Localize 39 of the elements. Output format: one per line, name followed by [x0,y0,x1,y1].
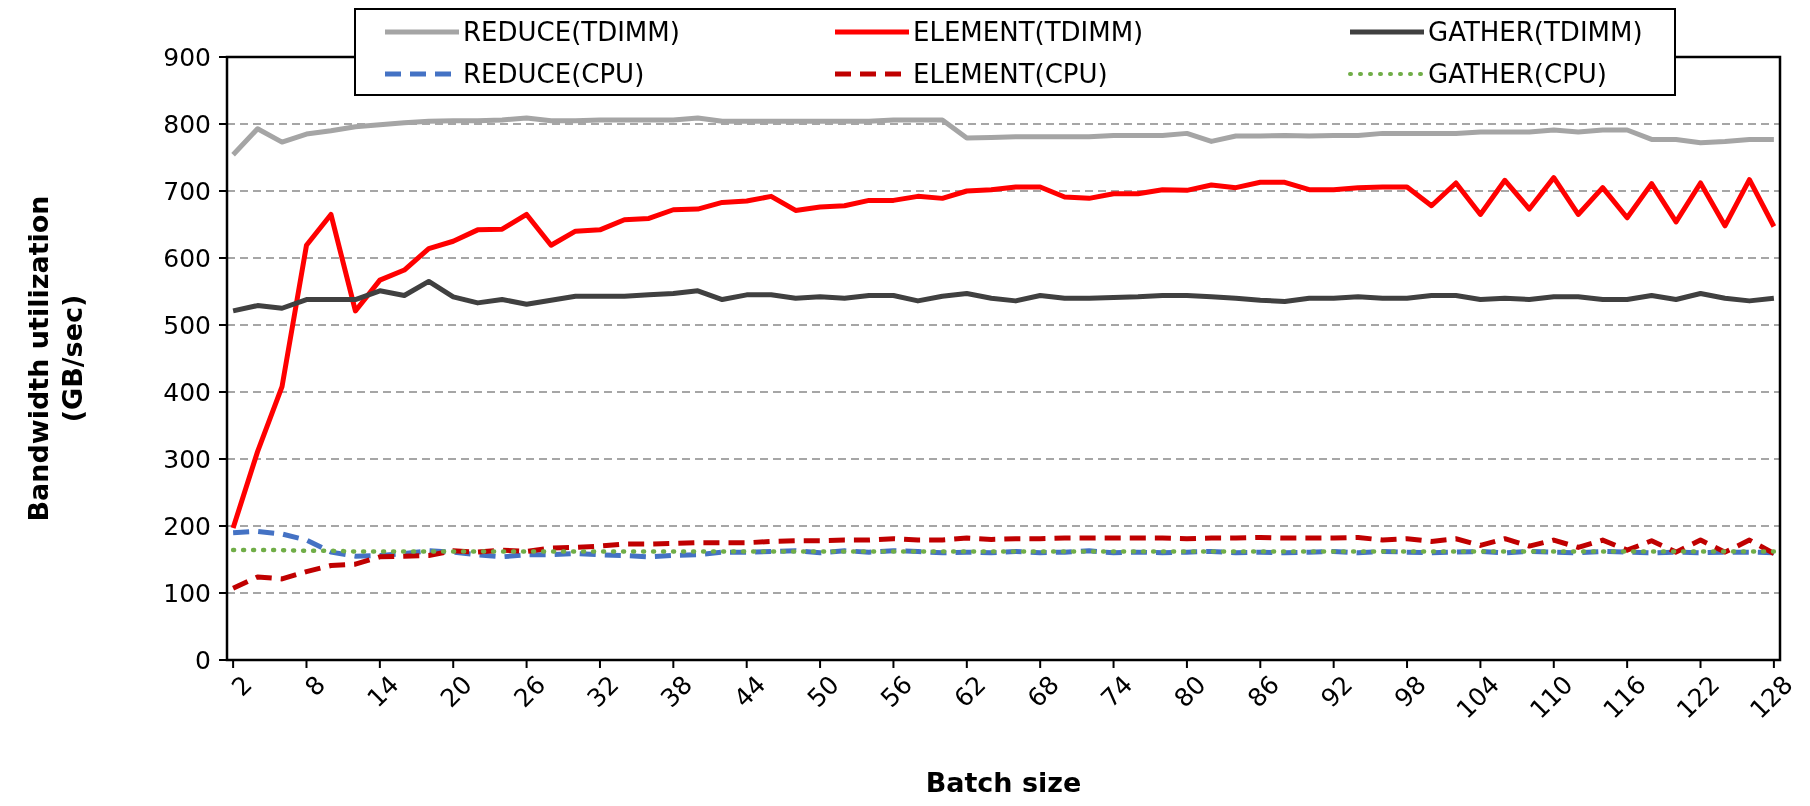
x-tick-label: 20 [434,670,478,714]
x-tick-label: 56 [875,670,919,714]
x-tick-label: 122 [1670,670,1726,725]
x-tick-label: 86 [1241,670,1285,714]
x-tick-label: 104 [1450,670,1506,725]
y-axis-title: Bandwidth utilization (GB/sec) [23,195,88,522]
y-tick-label: 300 [163,444,211,474]
x-tick-label: 8 [299,670,332,702]
legend-label: REDUCE(CPU) [463,59,645,90]
x-tick-label: 2 [225,670,258,702]
x-axis-title: Batch size [925,767,1082,798]
y-tick-label: 800 [163,109,211,139]
y-tick-label: 100 [163,578,211,608]
x-tick-label: 74 [1095,670,1139,714]
y-tick-label: 700 [163,176,211,206]
y-tick-label: 0 [195,645,211,675]
x-tick-label: 32 [581,670,625,714]
legend-label: REDUCE(TDIMM) [463,17,680,48]
legend-label: GATHER(TDIMM) [1428,17,1643,48]
x-tick-label: 44 [728,670,772,714]
y-tick-label: 400 [163,377,211,407]
legend-label: GATHER(CPU) [1428,59,1607,90]
y-tick-label: 600 [163,243,211,273]
legend-label: ELEMENT(CPU) [913,59,1108,90]
x-tick-label: 62 [948,670,992,714]
x-tick-label: 26 [508,670,552,714]
x-tick-label: 50 [801,670,845,714]
legend-label: ELEMENT(TDIMM) [913,17,1144,48]
x-tick-label: 92 [1315,670,1359,714]
y-tick-label: 200 [163,511,211,541]
x-tick-label: 98 [1388,670,1432,714]
x-tick-label: 110 [1524,670,1579,725]
x-tick-label: 38 [654,670,698,714]
y-tick-label: 500 [163,310,211,340]
x-tick-label: 128 [1744,670,1799,725]
x-tick-label: 80 [1168,670,1212,714]
x-tick-label: 14 [361,670,405,714]
x-tick-label: 68 [1021,670,1065,714]
y-tick-label: 900 [163,42,211,72]
